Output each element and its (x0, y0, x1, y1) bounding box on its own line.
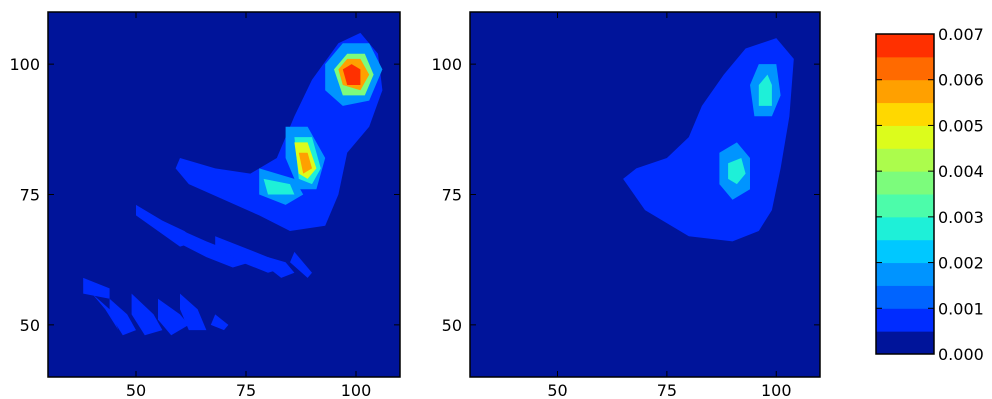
left-contour-region-5 (158, 298, 189, 336)
colorbar-band-1 (876, 308, 934, 332)
left-contour-region-1 (83, 277, 110, 299)
right-y-tick-label: 100 (431, 55, 462, 74)
left-y-tick-label: 75 (20, 186, 40, 205)
left-contour-region-12 (290, 251, 312, 278)
right-contour-plot: 50 75 100 50 75 100 (431, 11, 821, 399)
left-contour-region-16 (263, 178, 295, 195)
colorbar-band-11 (876, 79, 934, 104)
left-contour-region-6 (180, 293, 207, 331)
colorbar-band-9 (876, 125, 934, 149)
left-contour-region-3 (109, 298, 136, 336)
colorbar-frame (875, 33, 935, 355)
colorbar-band-0 (876, 331, 934, 355)
colorbar-band-5 (876, 216, 934, 241)
right-y-tick-label: 75 (442, 186, 462, 205)
colorbar-band-12 (876, 56, 934, 81)
colorbar-band-2 (876, 285, 934, 309)
left-contour-region-22 (342, 64, 361, 85)
left-y-tick-label: 50 (20, 316, 40, 335)
left-contour-plot: 50 75 100 50 75 100 (9, 11, 401, 399)
colorbar: 0.000 0.001 0.002 0.003 0.004 0.005 0.006 0.007 (875, 25, 984, 364)
right-y-tick-label: 50 (442, 316, 462, 335)
colorbar-tick-label: 0.001 (938, 299, 984, 318)
colorbar-tick-label: 0.000 (938, 345, 984, 364)
right-x-tick-label: 75 (657, 381, 677, 399)
left-x-tick-label: 50 (126, 381, 146, 399)
colorbar-band-3 (876, 262, 934, 286)
right-x-tick-label: 50 (547, 381, 567, 399)
left-contour-regions (83, 32, 383, 336)
right-x-axis: 50 75 100 (547, 12, 792, 399)
colorbar-tick-label: 0.006 (938, 71, 984, 90)
left-contour-region-21 (298, 152, 312, 174)
right-x-tick-label: 100 (761, 381, 792, 399)
colorbar-bands (876, 34, 934, 355)
right-contour-region-3 (728, 158, 746, 185)
left-contour-region-7 (210, 314, 229, 331)
colorbar-band-8 (876, 148, 934, 172)
colorbar-tick-label: 0.002 (938, 254, 984, 273)
right-contour-regions (623, 38, 794, 242)
right-y-axis: 50 75 100 (431, 55, 820, 335)
left-contour-region-9 (171, 225, 251, 268)
left-y-tick-label: 100 (9, 55, 40, 74)
left-x-axis: 50 75 100 (126, 12, 371, 399)
colorbar-tick-label: 0.005 (938, 116, 984, 135)
left-x-tick-label: 100 (341, 381, 372, 399)
right-contour-region-4 (758, 74, 772, 106)
left-y-axis: 50 75 100 (9, 55, 400, 335)
left-contour-region-4 (131, 293, 163, 336)
colorbar-tick-label: 0.004 (938, 162, 984, 181)
colorbar-tick-label: 0.003 (938, 208, 984, 227)
colorbar-tick-label: 0.007 (938, 25, 984, 44)
colorbar-ticks: 0.000 0.001 0.002 0.003 0.004 0.005 0.006 0.007 (876, 25, 984, 364)
colorbar-band-7 (876, 171, 934, 195)
colorbar-band-13 (876, 34, 934, 58)
colorbar-band-10 (876, 102, 934, 126)
colorbar-band-4 (876, 239, 934, 264)
left-x-tick-label: 75 (236, 381, 256, 399)
colorbar-band-6 (876, 194, 934, 218)
left-contour-region-11 (268, 257, 295, 278)
